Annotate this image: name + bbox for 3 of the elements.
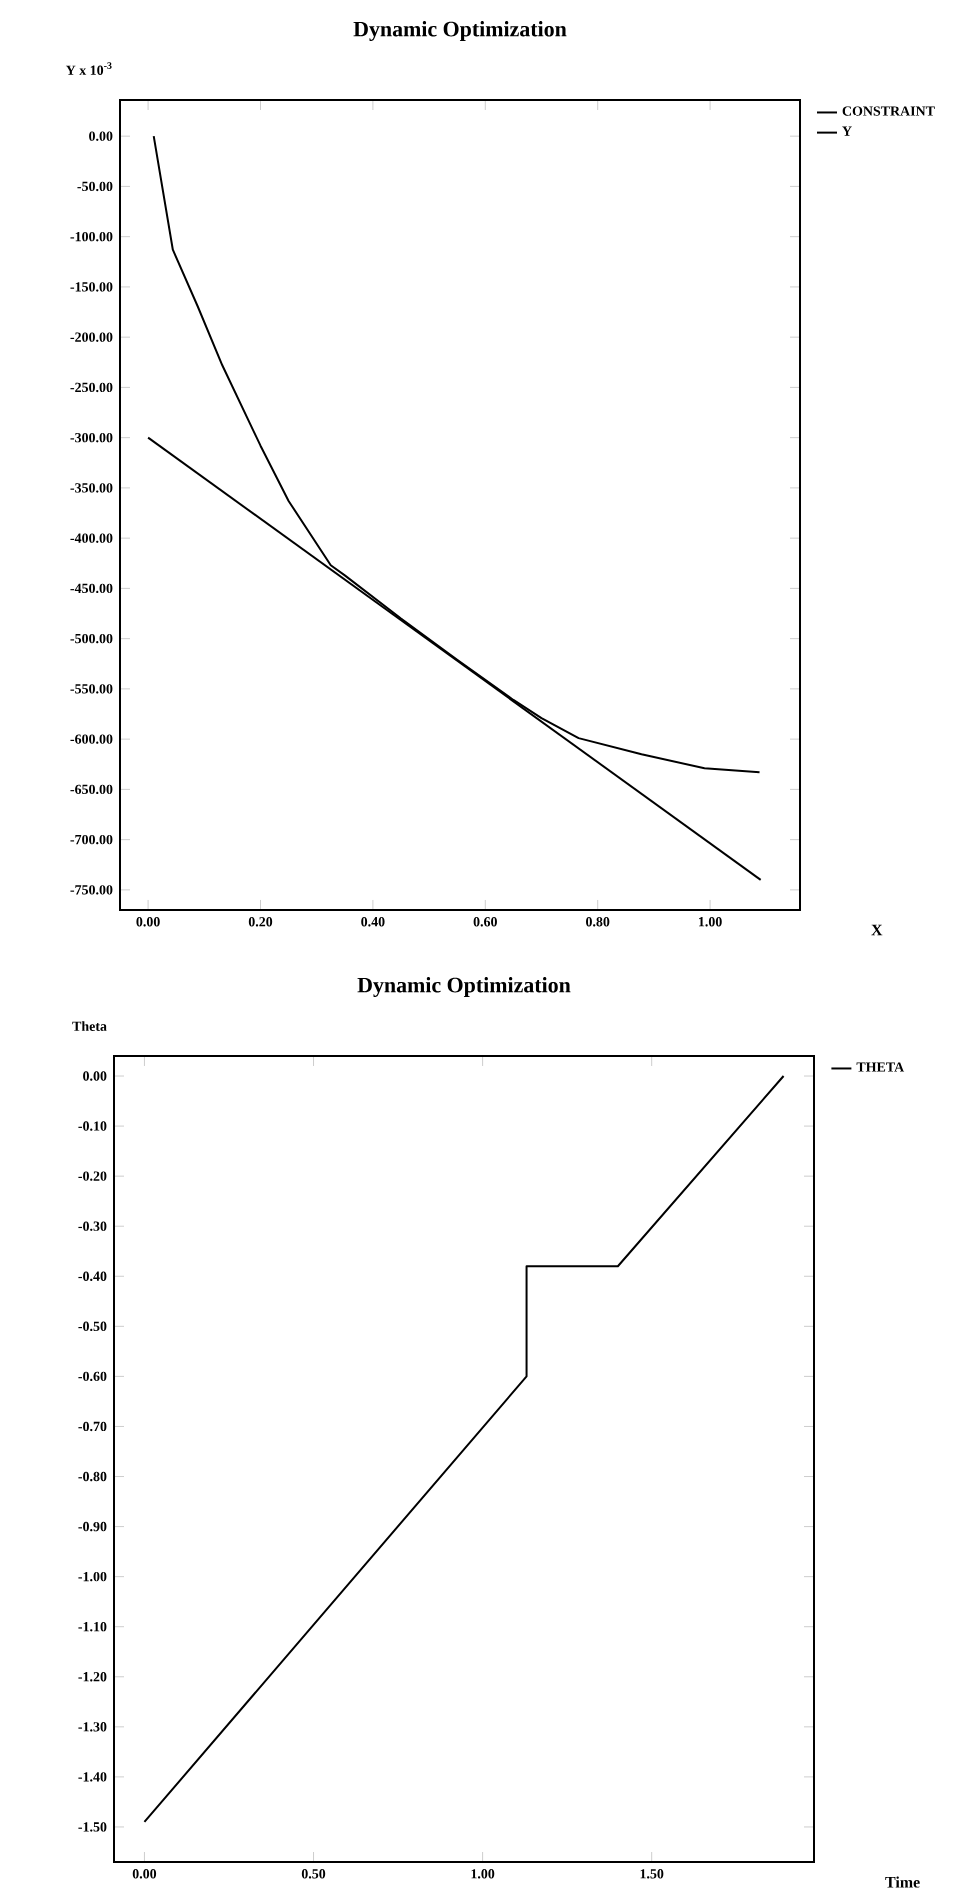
chart-title: Dynamic Optimization: [353, 21, 567, 41]
chart-title: Dynamic Optimization: [357, 977, 571, 997]
line-series: [143, 1075, 785, 1823]
